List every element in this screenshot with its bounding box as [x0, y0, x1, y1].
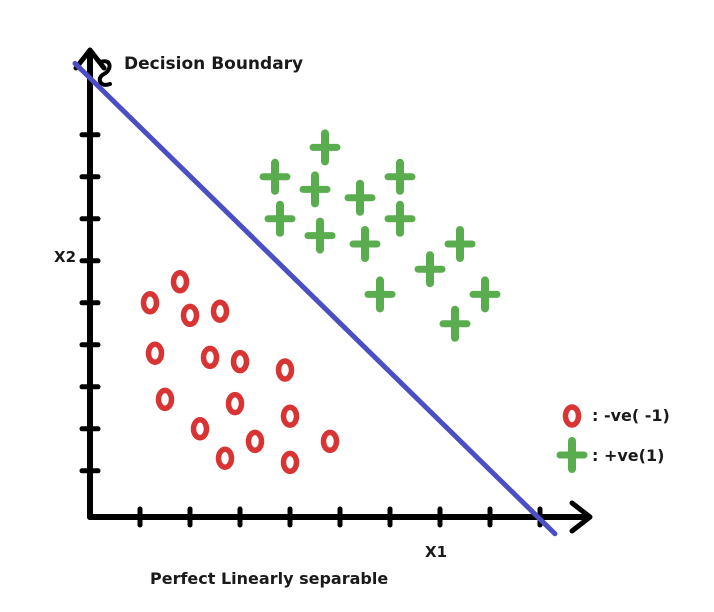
legend-positive-label: : +ve(1)	[592, 446, 664, 465]
positive-point	[264, 200, 296, 237]
negative-class-points	[140, 270, 340, 475]
decision-boundary-label: Decision Boundary	[124, 54, 303, 74]
positive-point	[414, 251, 446, 288]
x-axis-arrow	[569, 500, 593, 534]
negative-point	[200, 345, 220, 370]
positive-point	[259, 158, 291, 195]
positive-point	[469, 276, 501, 313]
positive-point	[384, 158, 416, 195]
negative-point	[155, 387, 175, 412]
negative-point	[280, 450, 300, 475]
positive-class-points	[259, 129, 501, 342]
legend-negative-label: : -ve( -1)	[592, 406, 670, 425]
negative-point	[170, 270, 190, 294]
legend-positive-plus	[556, 437, 588, 473]
arrow-scribble	[97, 59, 112, 87]
chart-subtitle: Perfect Linearly separable	[150, 569, 388, 588]
legend-negative-marker	[562, 404, 582, 428]
positive-point	[299, 171, 331, 208]
positive-point	[444, 226, 476, 262]
negative-point	[230, 349, 250, 374]
negative-point	[140, 291, 160, 315]
legend-positive-marker	[556, 437, 588, 473]
positive-point	[349, 226, 381, 262]
negative-point	[215, 446, 235, 470]
negative-point	[190, 417, 210, 441]
negative-point	[210, 299, 230, 323]
positive-point	[439, 305, 471, 342]
x-axis-label: X1	[425, 543, 447, 561]
negative-point	[320, 429, 340, 454]
legend-negative-ring	[562, 404, 582, 428]
negative-point	[180, 303, 200, 328]
y-axis-label: X2	[54, 248, 76, 266]
positive-point	[364, 276, 396, 313]
decision-boundary	[72, 60, 558, 537]
negative-point	[245, 429, 265, 454]
positive-point	[304, 217, 336, 254]
legend: : -ve( -1) : +ve(1)	[556, 404, 670, 473]
negative-point	[145, 341, 165, 365]
positive-point	[384, 200, 416, 237]
axes	[73, 47, 593, 534]
decision-boundary-line	[72, 60, 558, 537]
positive-point	[309, 129, 341, 166]
positive-point	[344, 179, 376, 216]
negative-point	[275, 358, 295, 382]
negative-point	[225, 391, 245, 416]
negative-point	[280, 404, 300, 428]
